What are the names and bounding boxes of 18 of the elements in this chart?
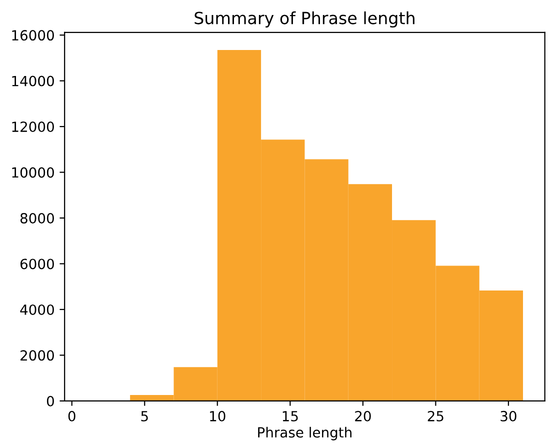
x-tick-label: 15: [282, 411, 298, 422]
y-tick-label: 12000: [12, 122, 54, 132]
x-tick-label: 25: [428, 410, 444, 422]
y-tick-label: 2000: [20, 350, 54, 361]
y-tick-label: 4000: [20, 304, 54, 315]
y-tick-label: 8000: [20, 212, 54, 224]
y-tick-label: 6000: [20, 258, 54, 270]
chart-title: Summary of Phrase length: [194, 11, 414, 28]
y-tick-label: 16000: [12, 30, 54, 41]
x-tick-label: 0: [68, 410, 76, 422]
x-tick-label: 10: [210, 410, 226, 422]
x-axis-title: Phrase length: [258, 426, 352, 440]
y-tick-label: 0: [46, 396, 54, 406]
x-tick-label: 30: [500, 410, 516, 422]
y-tick-label: 10000: [12, 167, 54, 178]
x-tick-label: 5: [141, 411, 148, 422]
y-tick-label: 14000: [12, 76, 54, 86]
x-tick-label: 20: [355, 410, 371, 422]
